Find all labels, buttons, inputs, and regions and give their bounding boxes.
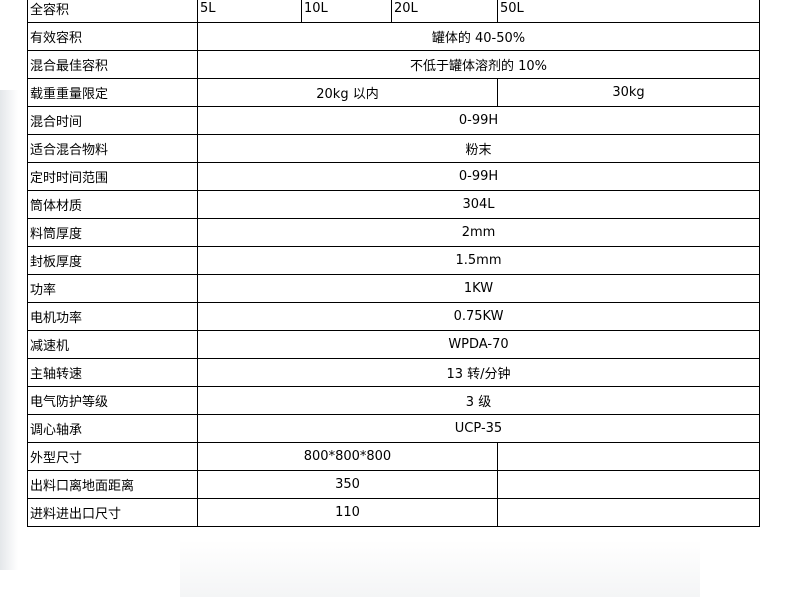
row-value: 110 [197,498,498,527]
row-value: 13 转/分钟 [197,358,760,387]
row-value: 2mm [197,218,760,247]
row-label: 混合最佳容积 [27,50,198,79]
row-value: 304L [197,190,760,219]
row-label: 封板厚度 [27,246,198,275]
row-label: 进料进出口尺寸 [27,498,198,527]
capacity-50l: 50L [497,0,760,23]
row-value: 罐体的 40-50% [197,22,760,51]
table-row: 进料进出口尺寸 110 [27,498,760,527]
row-value-empty [497,498,760,527]
row-label: 出料口离地面距离 [27,470,198,499]
row-value: 0-99H [197,162,760,191]
row-label: 适合混合物料 [27,134,198,163]
row-value-empty [497,470,760,499]
row-label: 功率 [27,274,198,303]
table-row: 载重重量限定 20kg 以内 30kg [27,78,760,107]
row-label: 全容积 [27,0,198,23]
table-row: 外型尺寸 800*800*800 [27,442,760,471]
table-row: 功率 1KW [27,274,760,303]
capacity-5l: 5L [197,0,302,23]
table-row: 主轴转速 13 转/分钟 [27,358,760,387]
row-label: 料筒厚度 [27,218,198,247]
table-row: 筒体材质 304L [27,190,760,219]
table-row: 电气防护等级 3 级 [27,386,760,415]
row-label: 电机功率 [27,302,198,331]
row-label: 调心轴承 [27,414,198,443]
table-row: 混合最佳容积 不低于罐体溶剂的 10% [27,50,760,79]
row-label: 电气防护等级 [27,386,198,415]
row-value: UCP-35 [197,414,760,443]
table-row: 料筒厚度 2mm [27,218,760,247]
row-label: 定时时间范围 [27,162,198,191]
row-value-empty [497,442,760,471]
row-value: WPDA-70 [197,330,760,359]
row-value: 20kg 以内 [197,78,498,107]
capacity-20l: 20L [391,0,498,23]
row-value: 粉末 [197,134,760,163]
row-label: 混合时间 [27,106,198,135]
row-value: 1.5mm [197,246,760,275]
table-row: 封板厚度 1.5mm [27,246,760,275]
row-value: 1KW [197,274,760,303]
row-label: 筒体材质 [27,190,198,219]
spec-table: 全容积 5L 10L 20L 50L 有效容积 罐体的 40-50% 混合最佳容积… [27,0,760,527]
row-label: 主轴转速 [27,358,198,387]
table-row: 混合时间 0-99H [27,106,760,135]
row-value: 0-99H [197,106,760,135]
table-row: 适合混合物料 粉末 [27,134,760,163]
row-value: 800*800*800 [197,442,498,471]
table-row: 定时时间范围 0-99H [27,162,760,191]
table-row: 全容积 5L 10L 20L 50L [27,0,760,23]
row-value: 不低于罐体溶剂的 10% [197,50,760,79]
background-decoration [180,540,700,597]
table-row: 出料口离地面距离 350 [27,470,760,499]
table-row: 减速机 WPDA-70 [27,330,760,359]
row-label: 载重重量限定 [27,78,198,107]
row-label: 减速机 [27,330,198,359]
background-decoration [0,90,18,570]
row-value: 350 [197,470,498,499]
row-label: 有效容积 [27,22,198,51]
table-row: 调心轴承 UCP-35 [27,414,760,443]
row-value: 3 级 [197,386,760,415]
row-label: 外型尺寸 [27,442,198,471]
table-row: 有效容积 罐体的 40-50% [27,22,760,51]
table-row: 电机功率 0.75KW [27,302,760,331]
row-value: 30kg [497,78,760,107]
row-value: 0.75KW [197,302,760,331]
capacity-10l: 10L [301,0,392,23]
